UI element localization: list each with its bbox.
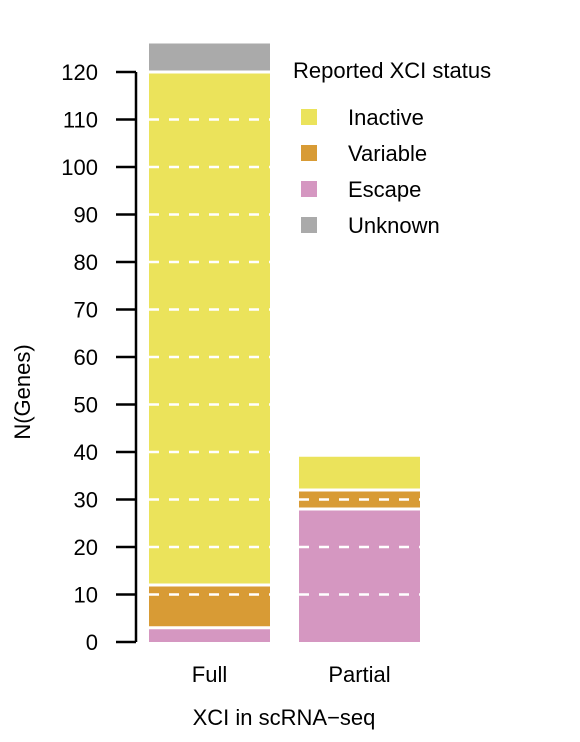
legend-label-inactive: Inactive [348,105,424,130]
x-axis-categories: Full Partial [192,662,391,687]
y-tick-label: 120 [61,60,98,85]
legend-label-escape: Escape [348,177,421,202]
y-tick-label: 30 [74,488,98,513]
x-category-label: Partial [328,662,390,687]
y-tick-label: 80 [74,250,98,275]
x-category-label: Full [192,662,227,687]
bar-partial-inactive [299,456,420,490]
y-tick-label: 90 [74,203,98,228]
y-tick-label: 40 [74,440,98,465]
y-tick-label: 0 [86,630,98,655]
legend-swatch-unknown [301,217,317,233]
legend-label-unknown: Unknown [348,213,440,238]
legend: Reported XCI status Inactive Variable Esca… [293,58,491,238]
legend-swatch-variable [301,145,317,161]
bar-full-inactive [149,72,270,585]
legend-swatch-inactive [301,109,317,125]
bar-partial-escape [299,509,420,642]
legend-swatch-escape [301,181,317,197]
bar-full-unknown [149,43,270,72]
y-tick-label: 100 [61,155,98,180]
y-tick-label: 70 [74,298,98,323]
y-tick-label: 50 [74,393,98,418]
gridlines-layer [149,70,420,596]
y-tick-label: 20 [74,535,98,560]
bars-layer [149,43,420,642]
y-tick-label: 60 [74,345,98,370]
y-axis: 0 10 20 30 40 50 60 70 80 90 100 110 120 [61,60,138,655]
y-tick-label: 110 [63,108,98,133]
y-tick-label: 10 [74,583,98,608]
x-axis-title: XCI in scRNA−seq [193,705,376,730]
y-axis-title: N(Genes) [10,344,35,439]
legend-title: Reported XCI status [293,58,491,83]
bar-full-escape [149,627,270,642]
bar-full-variable [149,585,270,628]
legend-label-variable: Variable [348,141,427,166]
